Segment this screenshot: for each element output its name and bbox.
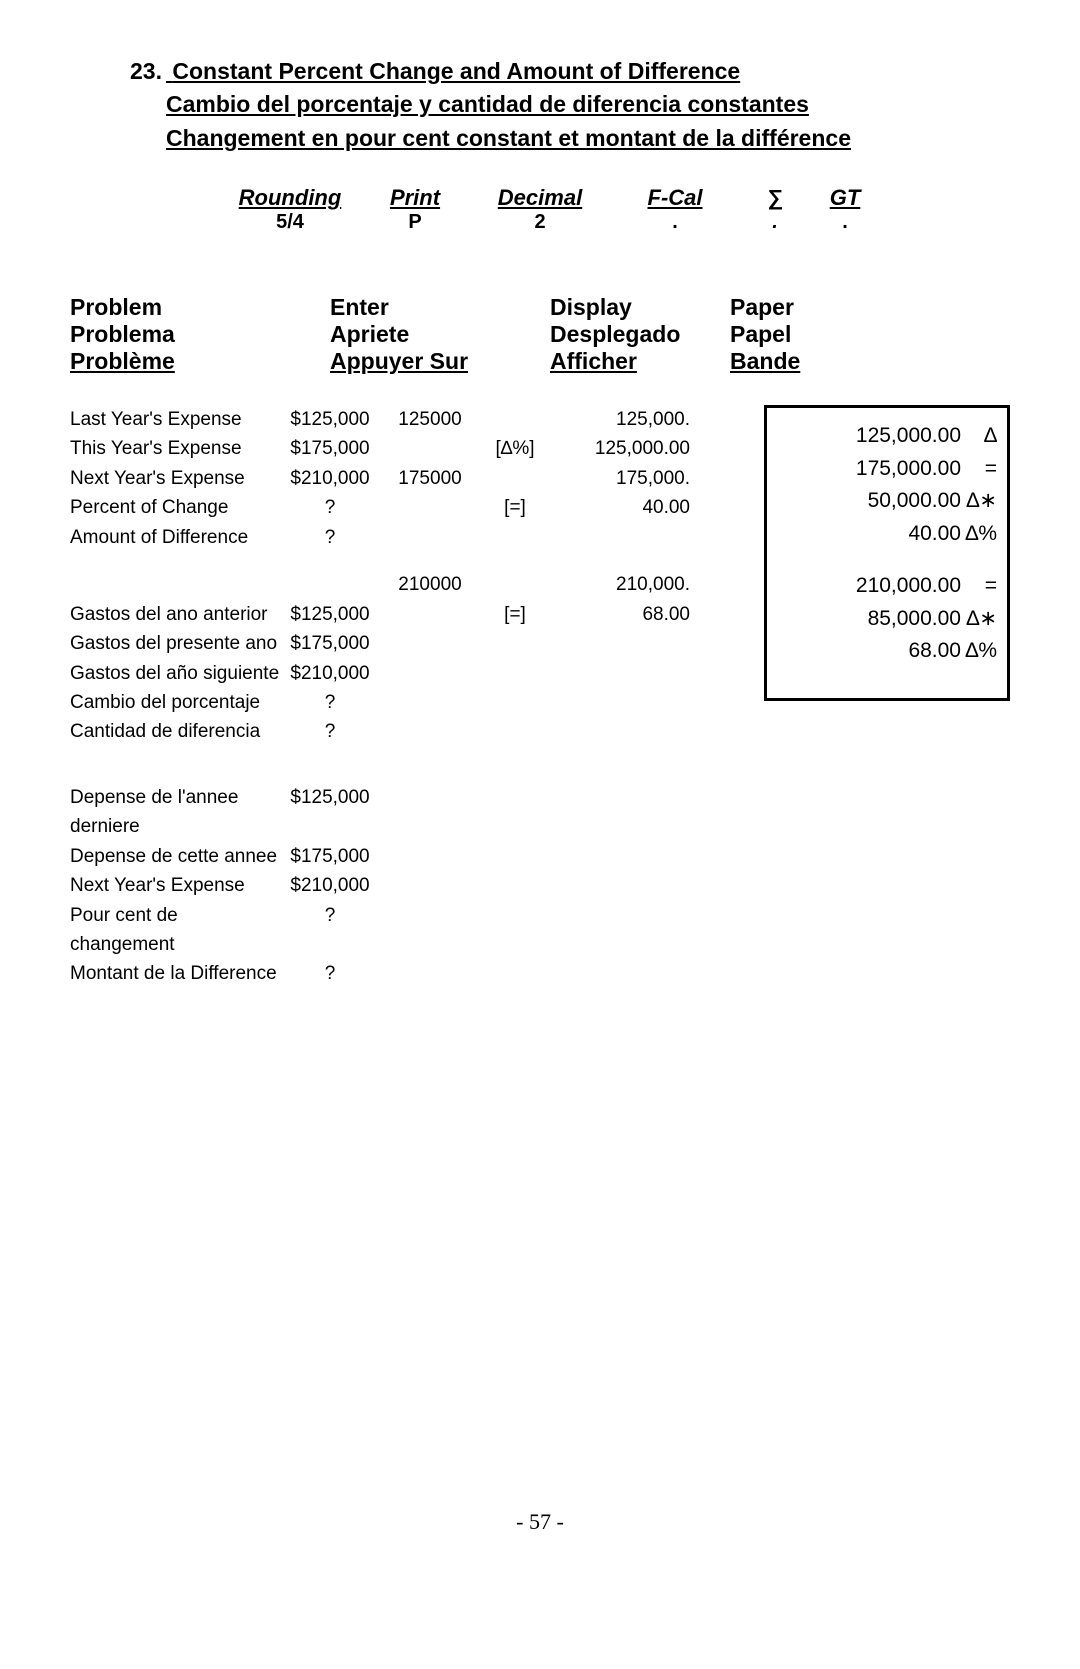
- table-row: Next Year's Expense$210,000175000175,000…: [70, 464, 754, 493]
- setting-print-label: Print: [390, 185, 440, 210]
- paper-line: 50,000.00∆∗: [777, 485, 997, 518]
- table-row: Last Year's Expense$125,000125000125,000…: [70, 405, 754, 434]
- col-paper-1: Paper: [730, 294, 890, 321]
- col-display-1: Display: [550, 294, 730, 321]
- table-row: Gastos del año siguiente$210,000: [70, 659, 754, 688]
- settings-block: Rounding Print Decimal F-Cal ∑ GT 5/4 P …: [220, 185, 1010, 234]
- table-row: This Year's Expense$175,000[∆%]125,000.0…: [70, 434, 754, 463]
- table-row: Percent of Change?[=]40.00: [70, 493, 754, 522]
- table-row: Montant de la Difference?: [70, 959, 754, 988]
- table-row: Amount of Difference?: [70, 523, 754, 552]
- col-problem-2: Problema: [70, 321, 330, 348]
- col-problem-1: Problem: [70, 294, 330, 321]
- col-paper-2: Papel: [730, 321, 890, 348]
- heading-fr: Changement en pour cent constant et mont…: [166, 122, 1010, 155]
- table-row: Next Year's Expense$210,000: [70, 871, 754, 900]
- col-enter-2: Apriete: [330, 321, 550, 348]
- setting-sum-value: .: [772, 211, 778, 233]
- table-row: Depense de cette annee$175,000: [70, 842, 754, 871]
- data-table: Last Year's Expense$125,000125000125,000…: [70, 405, 754, 989]
- setting-fcal-label: F-Cal: [648, 185, 703, 210]
- col-display-2: Desplegado: [550, 321, 730, 348]
- page-number: - 57 -: [70, 1509, 1010, 1535]
- col-enter-3: Appuyer Sur: [330, 348, 550, 375]
- heading-en: Constant Percent Change and Amount of Di…: [172, 58, 740, 84]
- paper-tape: 125,000.00∆ 175,000.00= 50,000.00∆∗ 40.0…: [764, 405, 1010, 701]
- table-row: Cambio del porcentaje?: [70, 688, 754, 717]
- setting-fcal-value: .: [672, 211, 678, 233]
- table-row: Depense de l'annee derniere$125,000: [70, 783, 754, 842]
- col-display-3: Afficher: [550, 348, 730, 375]
- paper-line: 40.00∆%: [777, 518, 997, 551]
- setting-gt-label: GT: [830, 185, 861, 210]
- setting-decimal-value: 2: [534, 211, 545, 233]
- paper-line: 210,000.00=: [777, 570, 997, 603]
- table-row: Gastos del ano anterior$125,000: [70, 600, 380, 629]
- table-row: [=]68.00: [380, 600, 754, 629]
- setting-rounding-label: Rounding: [239, 185, 342, 210]
- table-row: Gastos del presente ano$175,000: [70, 629, 754, 658]
- table-row: Cantidad de diferencia?: [70, 717, 754, 746]
- paper-line: 125,000.00∆: [777, 420, 997, 453]
- column-headers: Problem Problema Problème Enter Apriete …: [70, 294, 1010, 375]
- col-paper-3: Bande: [730, 348, 890, 375]
- table-row: 210000210,000.: [70, 570, 754, 599]
- section-heading: 23. Constant Percent Change and Amount o…: [130, 55, 1010, 155]
- setting-sum-label: ∑: [767, 185, 783, 210]
- paper-line: 85,000.00∆∗: [777, 603, 997, 636]
- paper-line: 68.00∆%: [777, 635, 997, 668]
- heading-number: 23.: [130, 55, 166, 88]
- setting-rounding-value: 5/4: [276, 211, 304, 233]
- setting-decimal-label: Decimal: [498, 185, 582, 210]
- heading-es: Cambio del porcentaje y cantidad de dife…: [166, 88, 1010, 121]
- table-row: Pour cent de changement?: [70, 901, 754, 960]
- col-enter-1: Enter: [330, 294, 550, 321]
- setting-print-value: P: [408, 211, 421, 233]
- paper-line: 175,000.00=: [777, 453, 997, 486]
- setting-gt-value: .: [842, 211, 848, 233]
- col-problem-3: Problème: [70, 348, 330, 375]
